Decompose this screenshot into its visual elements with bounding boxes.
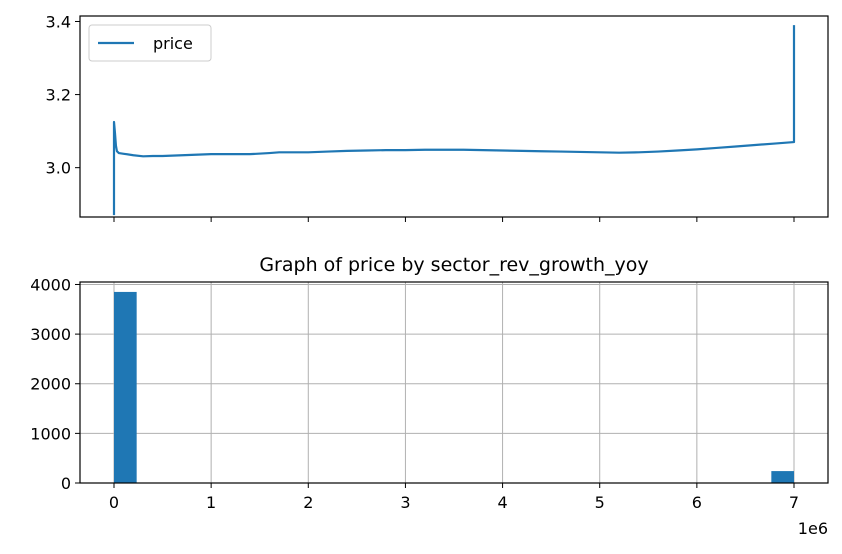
histogram-grid [80,282,828,484]
x-tick-label: 2 [303,493,313,512]
y-tick-label: 0 [61,474,71,493]
legend: price [88,24,212,62]
price-line-x-axis [113,217,795,222]
y-tick-label: 3.4 [46,12,71,31]
histogram-axes-frame [79,281,829,484]
histogram-bars [114,291,794,483]
x-tick-label: 7 [789,493,799,512]
histogram-x-axis: 0 1 2 3 4 5 6 7 [109,483,799,512]
x-tick-label: 5 [595,493,605,512]
histogram-y-axis: 0 1000 2000 3000 4000 [30,275,80,493]
histogram-bar [114,291,137,483]
y-tick-label: 3.2 [46,86,71,105]
x-tick-label: 1 [206,493,216,512]
y-tick-label: 3.0 [46,159,71,178]
price-line-chart: 3.0 3.2 3.4 price [46,12,829,222]
histogram-bar [771,471,794,483]
y-tick-label: 1000 [30,424,71,443]
price-series-line [112,25,796,216]
price-line-y-axis: 3.0 3.2 3.4 [46,12,80,178]
x-tick-label: 0 [109,493,119,512]
price-histogram-chart: Graph of price by sector_rev_growth_yoy … [30,254,829,538]
x-tick-label: 6 [692,493,702,512]
y-tick-label: 4000 [30,275,71,294]
legend-entry-price: price [153,34,193,53]
price-line-plot-area [112,25,796,216]
histogram-title: Graph of price by sector_rev_growth_yoy [259,254,648,276]
y-tick-label: 2000 [30,375,71,394]
x-tick-label: 3 [400,493,410,512]
x-tick-label: 4 [497,493,507,512]
y-tick-label: 3000 [30,325,71,344]
x-axis-offset-label: 1e6 [798,519,828,538]
price-line-axes-frame [79,15,829,218]
legend-box [88,24,212,62]
